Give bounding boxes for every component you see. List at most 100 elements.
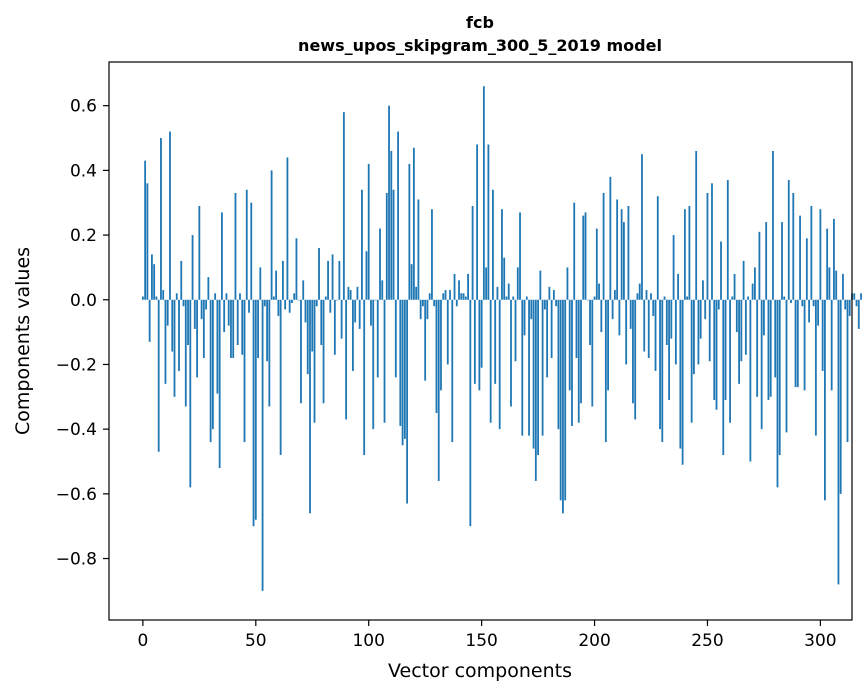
bar bbox=[546, 299, 549, 378]
bar bbox=[462, 293, 465, 300]
bar bbox=[738, 299, 740, 384]
bar bbox=[397, 131, 399, 300]
bar bbox=[595, 228, 598, 300]
bar bbox=[401, 299, 404, 446]
bar bbox=[625, 299, 628, 365]
bar bbox=[803, 299, 806, 391]
bar bbox=[318, 248, 320, 300]
bar bbox=[435, 299, 438, 413]
bar bbox=[164, 299, 167, 384]
y-axis-ticks: 0.6 0.4 0.2 0.0 −0.2 −0.4 −0.6 −0.8 bbox=[56, 97, 109, 570]
bar bbox=[178, 299, 180, 371]
bar bbox=[842, 273, 844, 300]
bar bbox=[227, 299, 230, 326]
x-tick-label: 100 bbox=[352, 631, 384, 651]
bar bbox=[722, 299, 725, 456]
bar bbox=[577, 299, 580, 423]
bar bbox=[683, 209, 686, 300]
plot-frame bbox=[108, 61, 853, 621]
bar bbox=[191, 235, 194, 300]
bar bbox=[442, 293, 445, 300]
bar bbox=[817, 299, 820, 326]
y-tick-label: −0.6 bbox=[56, 485, 97, 505]
bar bbox=[620, 209, 623, 300]
bar bbox=[449, 290, 451, 300]
bar bbox=[446, 299, 449, 365]
bar bbox=[410, 264, 413, 300]
bar bbox=[327, 260, 329, 300]
bar bbox=[665, 299, 668, 346]
bar bbox=[394, 299, 397, 378]
bar bbox=[656, 196, 659, 300]
bar bbox=[643, 299, 646, 352]
bar bbox=[814, 299, 817, 436]
bar bbox=[799, 215, 801, 300]
bar bbox=[311, 299, 314, 352]
x-tick-label: 150 bbox=[465, 631, 497, 651]
bar bbox=[735, 299, 738, 333]
bar bbox=[724, 299, 727, 401]
bar bbox=[672, 235, 675, 300]
x-tick-label: 50 bbox=[245, 631, 267, 651]
bar bbox=[286, 157, 289, 300]
bar bbox=[171, 299, 174, 352]
bar bbox=[196, 299, 198, 378]
bar bbox=[153, 264, 156, 300]
bar bbox=[792, 193, 795, 300]
bar bbox=[272, 296, 275, 300]
bar bbox=[295, 238, 298, 300]
bar bbox=[616, 199, 619, 300]
bar bbox=[647, 299, 650, 358]
bar bbox=[259, 267, 262, 300]
bar bbox=[417, 199, 420, 300]
bar bbox=[433, 299, 436, 307]
bar bbox=[751, 283, 754, 300]
bar bbox=[609, 176, 612, 300]
bar bbox=[347, 286, 350, 300]
bar bbox=[297, 299, 300, 301]
bar bbox=[426, 299, 429, 320]
bar bbox=[663, 296, 666, 300]
bar bbox=[652, 299, 655, 316]
bar bbox=[776, 299, 779, 488]
bar bbox=[166, 299, 169, 326]
bar bbox=[324, 296, 327, 300]
bar bbox=[627, 205, 630, 300]
bar bbox=[787, 180, 790, 300]
bar bbox=[422, 299, 424, 307]
bar bbox=[241, 299, 244, 355]
x-axis-label: Vector components bbox=[388, 660, 572, 682]
bar bbox=[482, 86, 485, 300]
bar bbox=[659, 299, 661, 430]
bar bbox=[489, 299, 492, 423]
bar bbox=[706, 193, 709, 300]
bar bbox=[455, 299, 458, 307]
bar bbox=[711, 183, 713, 300]
bar bbox=[320, 299, 323, 346]
bar bbox=[668, 299, 670, 401]
bar bbox=[740, 299, 743, 362]
bar bbox=[415, 286, 418, 300]
bar bbox=[345, 299, 348, 420]
bar bbox=[403, 299, 406, 439]
bar bbox=[485, 267, 488, 300]
bar bbox=[785, 299, 788, 433]
bar bbox=[205, 299, 208, 310]
bar bbox=[175, 293, 178, 300]
bar bbox=[767, 299, 770, 401]
bar bbox=[365, 251, 368, 300]
bar bbox=[753, 267, 756, 300]
bar bbox=[392, 189, 395, 300]
bar bbox=[221, 212, 223, 300]
bar bbox=[248, 299, 250, 313]
bar bbox=[844, 299, 847, 310]
bar bbox=[254, 299, 257, 520]
bar bbox=[336, 299, 338, 301]
bar bbox=[510, 299, 512, 407]
bar bbox=[200, 299, 203, 320]
bar bbox=[476, 144, 479, 300]
bar bbox=[230, 299, 232, 358]
x-axis-ticks: 0 50 100 150 200 250 300 bbox=[137, 620, 837, 651]
bar bbox=[670, 299, 673, 339]
